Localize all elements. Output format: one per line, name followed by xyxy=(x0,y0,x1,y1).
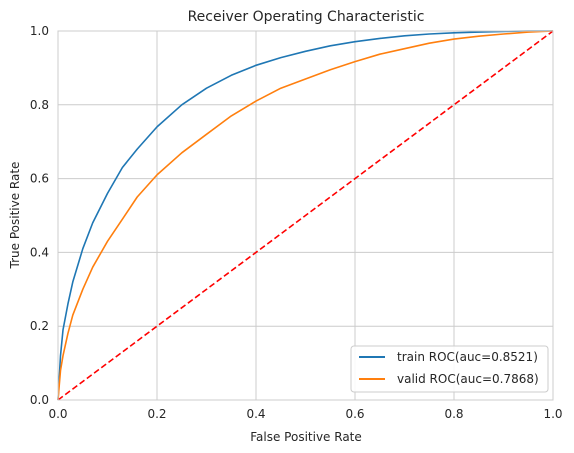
series-layer xyxy=(57,30,554,401)
legend-label-valid: valid ROC(auc=0.7868) xyxy=(397,372,539,386)
y-axis-label: True Positive Rate xyxy=(8,162,22,270)
legend-label-train: train ROC(auc=0.8521) xyxy=(397,350,538,364)
legend: train ROC(auc=0.8521) valid ROC(auc=0.78… xyxy=(350,345,549,393)
x-tick-label: 0.8 xyxy=(444,407,463,421)
chart-title: Receiver Operating Characteristic xyxy=(188,9,425,25)
train-roc-line xyxy=(57,30,553,401)
y-tick-label: 0.0 xyxy=(30,393,49,407)
y-tick-label: 0.2 xyxy=(30,319,49,333)
x-tick-label: 0.6 xyxy=(345,407,364,421)
x-axis-label: False Positive Rate xyxy=(250,430,362,444)
y-tick-label: 0.8 xyxy=(30,98,49,112)
x-tick-label: 1.0 xyxy=(543,407,562,421)
y-tick-label: 0.6 xyxy=(30,172,49,186)
legend-box xyxy=(350,345,549,393)
y-tick-labels: 0.0 0.2 0.4 0.6 0.8 1.0 xyxy=(30,24,49,407)
x-tick-labels: 0.0 0.2 0.4 0.6 0.8 1.0 xyxy=(48,407,562,421)
x-tick-label: 0.2 xyxy=(147,407,166,421)
x-tick-label: 0.4 xyxy=(246,407,265,421)
x-tick-label: 0.0 xyxy=(48,407,67,421)
plot-frame xyxy=(57,30,554,401)
y-tick-label: 0.4 xyxy=(30,245,49,259)
y-tick-label: 1.0 xyxy=(30,24,49,38)
chance-diagonal-line xyxy=(57,30,554,401)
valid-roc-line xyxy=(57,30,554,401)
